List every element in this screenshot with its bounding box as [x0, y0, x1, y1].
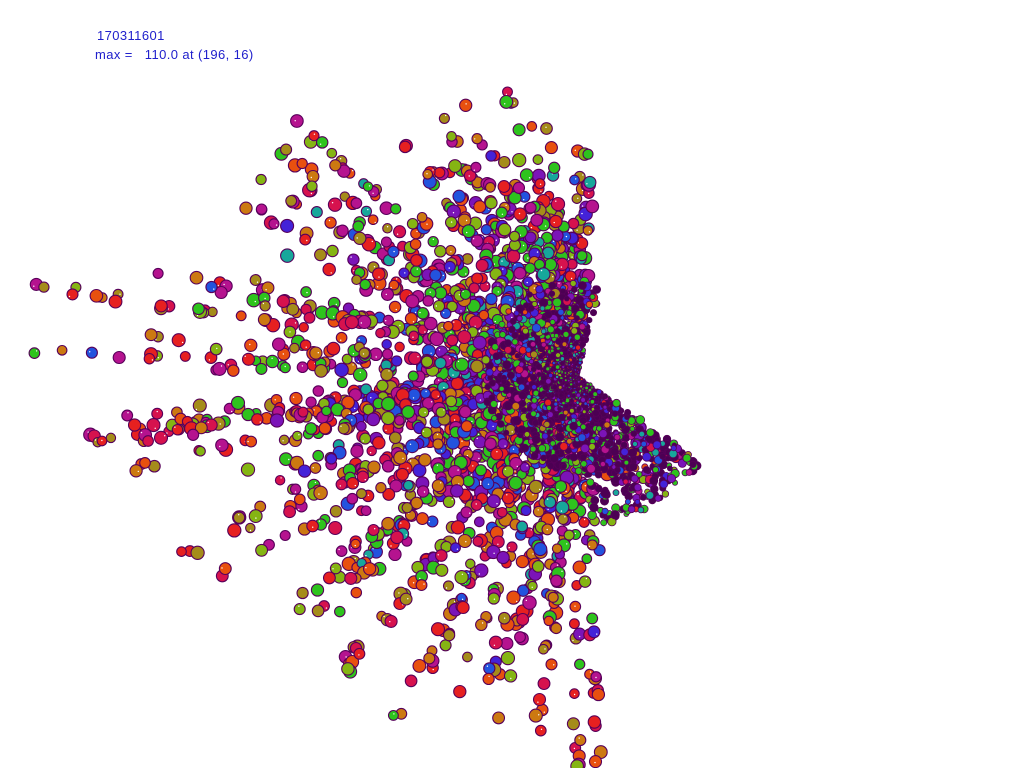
run-id-label: 170311601 — [97, 28, 165, 43]
max-value-label: max = 110.0 at (196, 16) — [95, 47, 254, 62]
plot-header: 170311601 max = 110.0 at (196, 16) — [95, 26, 254, 64]
